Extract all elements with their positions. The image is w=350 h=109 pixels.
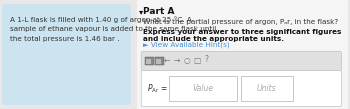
FancyBboxPatch shape bbox=[141, 71, 342, 106]
Text: Part A: Part A bbox=[143, 7, 174, 16]
FancyBboxPatch shape bbox=[2, 4, 131, 105]
FancyBboxPatch shape bbox=[137, 0, 348, 109]
FancyBboxPatch shape bbox=[241, 76, 293, 101]
Text: A 1-L flask is filled with 1.40 g of argon at 25 °C. A: A 1-L flask is filled with 1.40 g of arg… bbox=[10, 16, 192, 23]
Text: the total pressure is 1.46 bar .: the total pressure is 1.46 bar . bbox=[10, 36, 119, 42]
Text: sample of ethane vapour is added to the same flask until: sample of ethane vapour is added to the … bbox=[10, 26, 216, 32]
FancyBboxPatch shape bbox=[145, 57, 154, 65]
Text: ► View Available Hint(s): ► View Available Hint(s) bbox=[143, 41, 229, 48]
Text: ?: ? bbox=[205, 55, 209, 65]
Text: ←: ← bbox=[163, 55, 170, 65]
Text: Value: Value bbox=[192, 84, 213, 93]
FancyBboxPatch shape bbox=[155, 57, 164, 65]
Text: →: → bbox=[174, 55, 180, 65]
FancyBboxPatch shape bbox=[169, 76, 237, 101]
Text: ▾: ▾ bbox=[139, 7, 143, 16]
Text: ○: ○ bbox=[183, 55, 190, 65]
Text: $P_\mathrm{Ar}$ =: $P_\mathrm{Ar}$ = bbox=[147, 82, 167, 95]
Text: What is the partial pressure of argon, Pₐr, in the flask?: What is the partial pressure of argon, P… bbox=[143, 19, 338, 25]
FancyBboxPatch shape bbox=[141, 51, 342, 71]
FancyBboxPatch shape bbox=[146, 59, 151, 64]
Text: □: □ bbox=[193, 55, 200, 65]
Text: Units: Units bbox=[257, 84, 276, 93]
Text: Express your answer to three significant figures and include the appropriate uni: Express your answer to three significant… bbox=[143, 29, 341, 42]
FancyBboxPatch shape bbox=[156, 59, 161, 64]
